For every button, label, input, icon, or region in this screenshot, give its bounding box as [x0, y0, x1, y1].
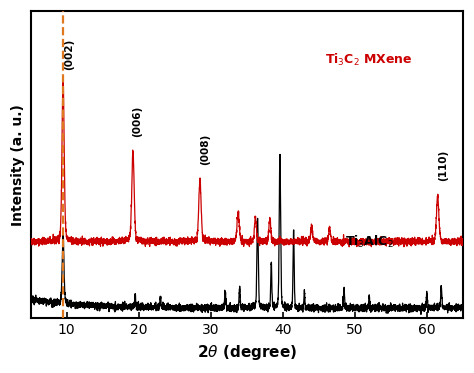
Text: (006): (006)	[132, 106, 142, 137]
Text: Ti$_3$AlC$_2$: Ti$_3$AlC$_2$	[345, 233, 393, 250]
Text: Ti$_3$C$_2$ MXene: Ti$_3$C$_2$ MXene	[325, 52, 413, 68]
Text: (110): (110)	[438, 149, 448, 181]
Y-axis label: Intensity (a. u.): Intensity (a. u.)	[11, 104, 25, 226]
Text: (008): (008)	[200, 134, 210, 165]
X-axis label: 2$\theta$ (degree): 2$\theta$ (degree)	[197, 343, 297, 362]
Text: (002): (002)	[64, 39, 74, 70]
